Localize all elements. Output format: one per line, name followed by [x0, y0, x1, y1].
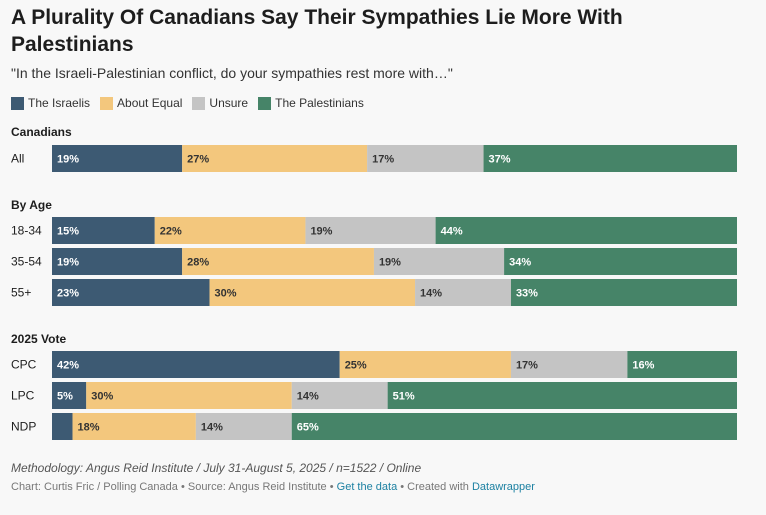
- bar-segment: [504, 248, 737, 275]
- bar-segment: [195, 413, 292, 440]
- data-label: 25%: [345, 360, 367, 372]
- data-label: 15%: [57, 226, 79, 238]
- bar-segment: [291, 413, 737, 440]
- legend-item-about-equal: About Equal: [100, 96, 182, 110]
- row-label: All: [11, 152, 24, 166]
- bar-segment: [627, 351, 737, 378]
- bar-segment: [510, 351, 628, 378]
- data-label: 14%: [297, 391, 319, 403]
- bar-segment: [291, 382, 388, 409]
- row-label: 18-34: [11, 224, 42, 238]
- row-label: NDP: [11, 420, 36, 434]
- data-label: 16%: [632, 360, 654, 372]
- data-label: 17%: [372, 154, 394, 166]
- data-label: 19%: [57, 154, 79, 166]
- data-label: 30%: [215, 288, 237, 300]
- bar-segment: [483, 145, 737, 172]
- bar-segment: [305, 217, 436, 244]
- group-title: 2025 Vote: [11, 332, 66, 346]
- bar-segment: [72, 413, 196, 440]
- data-label: 14%: [201, 422, 223, 434]
- bar-segment: [435, 217, 737, 244]
- data-label: 37%: [489, 154, 511, 166]
- bar-segment: [52, 382, 87, 409]
- data-label: 42%: [57, 360, 79, 372]
- bar-segment: [387, 382, 737, 409]
- data-label: 19%: [57, 257, 79, 269]
- chart-title: A Plurality Of Canadians Say Their Sympa…: [11, 6, 623, 56]
- data-label: 19%: [379, 257, 401, 269]
- legend-label: Unsure: [209, 96, 249, 110]
- group-title: Canadians: [11, 125, 72, 139]
- bar-segment: [52, 145, 183, 172]
- data-label: 51%: [393, 391, 415, 403]
- bar-segment: [373, 248, 505, 275]
- bar-segment: [52, 413, 73, 440]
- legend-swatch: [100, 96, 114, 110]
- legend-label: The Israelis: [28, 96, 91, 110]
- footer-credit: Chart: Curtis Fric / Polling Canada • So…: [11, 481, 535, 493]
- bar-segment: [209, 279, 416, 306]
- bar-segment: [182, 145, 368, 172]
- row-label: 35-54: [11, 255, 42, 269]
- datawrapper-link[interactable]: Datawrapper: [471, 481, 535, 493]
- row-label: LPC: [11, 389, 35, 403]
- bar-segment: [182, 248, 374, 275]
- row-label: CPC: [11, 358, 37, 372]
- bar-segment: [52, 351, 340, 378]
- data-label: 5%: [57, 391, 73, 403]
- legend-item-israelis: The Israelis: [11, 96, 90, 110]
- group-title: By Age: [11, 198, 52, 212]
- legend-item-unsure: Unsure: [192, 96, 248, 110]
- bar-segment: [52, 279, 210, 306]
- chart-subtitle: "In the Israeli-Palestinian conflict, do…: [11, 65, 453, 81]
- data-label: 30%: [91, 391, 113, 403]
- legend: The Israelis About Equal Unsure The Pale…: [11, 96, 364, 110]
- data-label: 33%: [516, 288, 538, 300]
- bar-segment: [367, 145, 484, 172]
- data-label: 44%: [441, 226, 463, 238]
- bar-segment: [415, 279, 511, 306]
- legend-label: The Palestinians: [275, 96, 364, 110]
- bar-segment: [52, 248, 183, 275]
- bar-segment: [510, 279, 737, 306]
- bar-segment: [52, 217, 155, 244]
- credit-text: Chart: Curtis Fric / Polling Canada • So…: [11, 481, 337, 493]
- legend-swatch: [258, 96, 272, 110]
- row-label: 55+: [11, 286, 31, 300]
- data-label: 18%: [78, 422, 100, 434]
- bar-segment: [86, 382, 292, 409]
- data-label: 14%: [420, 288, 442, 300]
- legend-label: About Equal: [117, 96, 183, 110]
- methodology-note: Methodology: Angus Reid Institute / July…: [11, 461, 422, 475]
- footer-separator: • Created with: [397, 481, 472, 493]
- legend-swatch: [192, 96, 206, 110]
- data-label: 23%: [57, 288, 79, 300]
- data-label: 19%: [310, 226, 332, 238]
- get-the-data-link[interactable]: Get the data: [336, 481, 398, 493]
- legend-item-palestinians: The Palestinians: [258, 96, 364, 110]
- data-label: 28%: [187, 257, 209, 269]
- legend-swatch: [11, 96, 24, 110]
- data-label: 17%: [516, 360, 538, 372]
- data-label: 27%: [187, 154, 209, 166]
- data-label: 22%: [160, 226, 182, 238]
- bar-segment: [154, 217, 306, 244]
- data-label: 34%: [509, 257, 531, 269]
- bar-segment: [339, 351, 511, 378]
- data-label: 65%: [297, 422, 319, 434]
